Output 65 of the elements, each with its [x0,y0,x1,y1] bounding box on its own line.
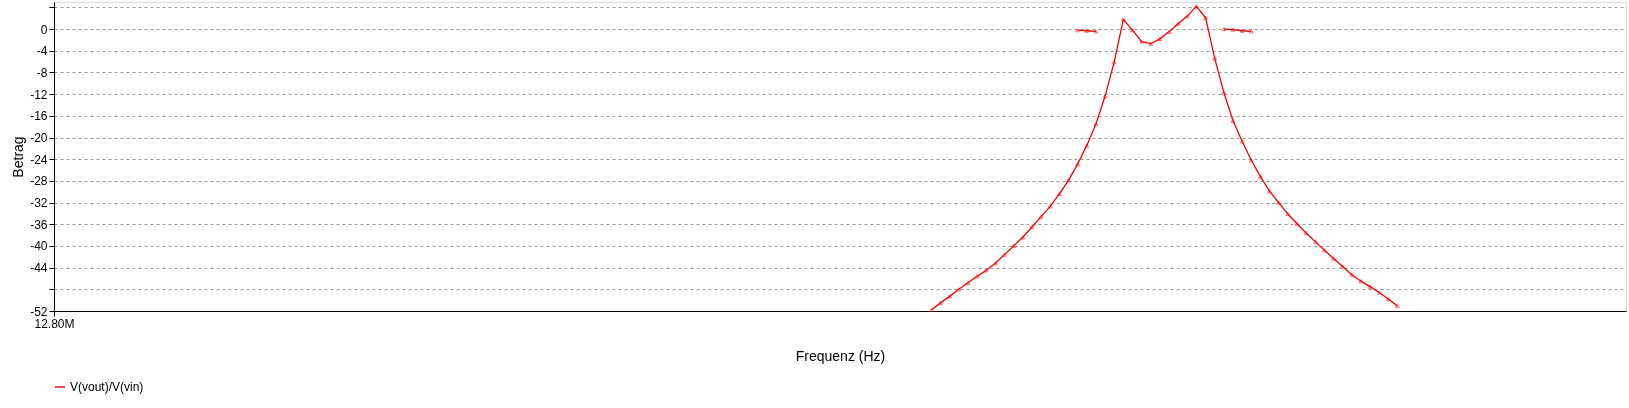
point [983,268,989,273]
point [1376,290,1382,295]
point [1230,118,1236,123]
y-tick-label: -12 [30,87,48,102]
point [993,261,998,266]
point [1221,90,1227,95]
point [1239,28,1245,33]
point [1239,139,1245,144]
point [1340,264,1345,269]
point [1075,162,1080,167]
point [1175,21,1181,26]
point [1349,272,1355,277]
point [1047,204,1053,209]
point [1285,211,1291,216]
point [1395,304,1400,309]
point [1249,158,1254,163]
point [1002,252,1007,257]
point [929,307,934,312]
point [1121,17,1126,22]
y-tick-label: -8 [36,65,48,80]
point [974,274,980,279]
y-tick-label: 0 [40,22,48,37]
y-axis-title: Betrag [10,136,27,178]
point [1203,15,1208,20]
point [1212,56,1217,61]
point [1322,248,1327,253]
y-tick-label: -44 [30,261,48,276]
y-tick-label: -24 [30,152,48,167]
point [1093,29,1099,34]
y-tick-label: -40 [30,239,48,254]
point [1084,143,1090,148]
point [938,300,943,305]
point [1057,191,1062,196]
point [1230,27,1236,32]
point [1075,28,1080,33]
x-tick-label: 12.80M [34,316,75,331]
point [1331,256,1336,261]
legend-label: V(vout)/V(vin) [70,380,144,394]
point [1258,174,1263,179]
y-tick-label: -52 [30,304,48,319]
point [1084,28,1090,33]
point [1367,284,1373,289]
y-tick-label: -4 [36,44,48,59]
point [1312,239,1318,244]
point [1249,29,1254,34]
point [1093,121,1099,126]
point [947,294,952,299]
y-tick-label: -20 [30,131,48,146]
line-series [929,4,1400,312]
x-axis-title: Frequenz (Hz) [795,347,886,364]
point [1066,178,1071,183]
point [1276,200,1281,205]
point [1221,27,1227,32]
y-tick-label: -28 [30,174,48,189]
point [1020,235,1026,240]
y-tick-label: -16 [30,109,48,124]
point [1102,94,1108,99]
y-tick-label: -36 [30,217,48,232]
point [1038,214,1044,219]
point [1148,41,1154,46]
point [956,287,962,292]
point [1194,4,1199,9]
y-tick-label: -32 [30,196,48,211]
point [1157,36,1163,41]
point [1139,39,1144,44]
